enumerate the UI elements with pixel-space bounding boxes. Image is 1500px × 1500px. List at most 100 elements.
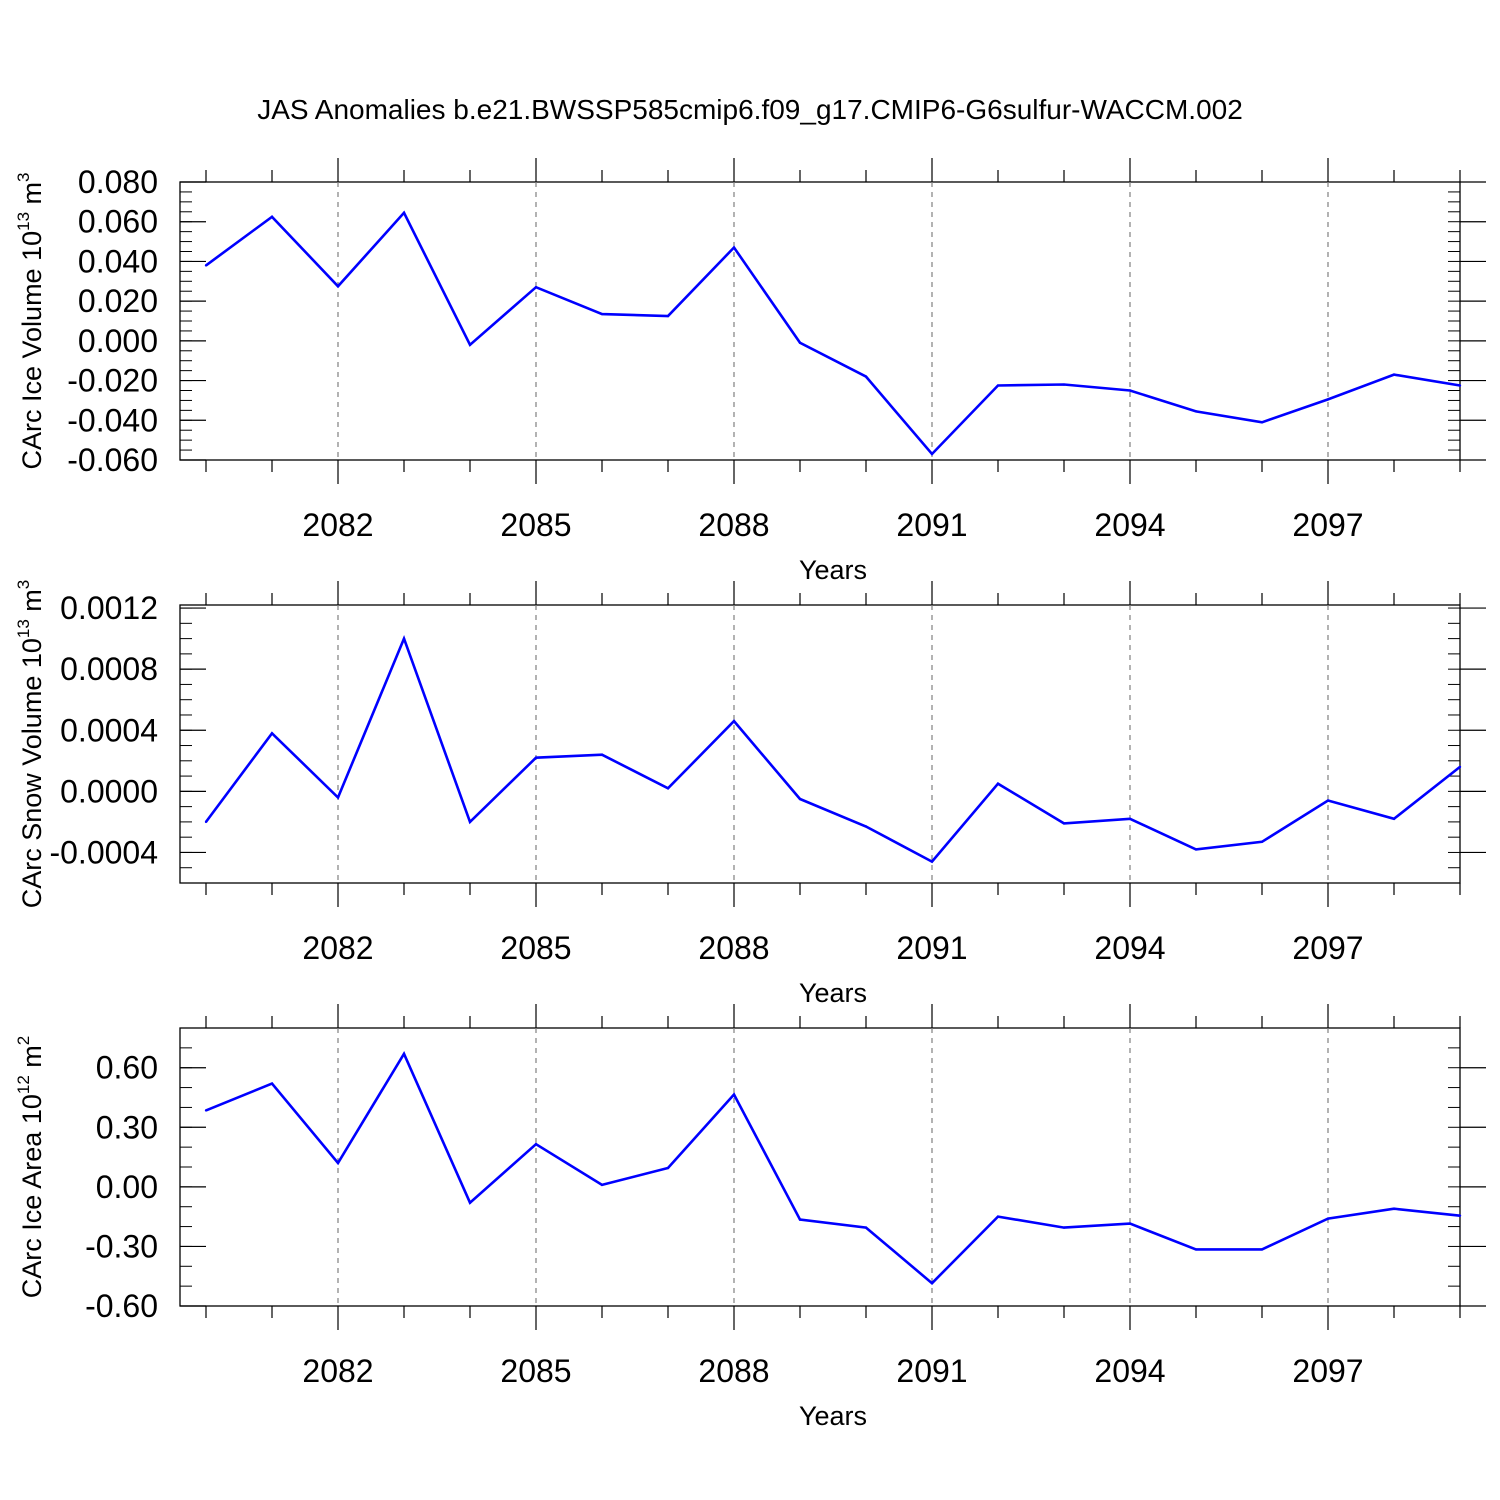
x-tick-label: 2085	[500, 1353, 571, 1389]
data-point	[864, 825, 868, 828]
data-point	[1458, 384, 1462, 387]
data-point	[534, 756, 538, 759]
x-tick-label: 2091	[896, 930, 967, 966]
data-point	[204, 1109, 208, 1112]
y-axis-label-superscript: 2	[14, 1036, 33, 1045]
data-point	[468, 820, 472, 824]
y-axis-label-part: CArc Ice Area 10	[17, 1094, 47, 1298]
y-axis-label: CArc Ice Area 1012 m2	[14, 1036, 47, 1299]
x-tick-label: 2097	[1292, 930, 1363, 966]
y-tick-label: 0.060	[78, 204, 158, 240]
data-point	[1128, 1222, 1132, 1225]
data-point	[798, 797, 802, 801]
series-line	[205, 1050, 1461, 1285]
y-axis-label: CArc Snow Volume 1013 m3	[14, 580, 47, 909]
x-tick-label: 2088	[698, 507, 769, 543]
plot-frame	[179, 604, 1461, 884]
data-point	[732, 1093, 736, 1096]
y-tick-label: 0.30	[96, 1109, 158, 1145]
data-point	[1326, 398, 1330, 401]
y-axis-label-part: CArc Ice Volume 10	[17, 231, 47, 470]
data-point	[666, 314, 670, 318]
chart-title: JAS Anomalies b.e21.BWSSP585cmip6.f09_g1…	[257, 94, 1243, 125]
data-point	[1458, 765, 1462, 769]
x-tick-label: 2088	[698, 930, 769, 966]
x-tick-label: 2085	[500, 930, 571, 966]
data-point	[996, 384, 1000, 387]
data-point	[1194, 848, 1198, 851]
y-axis-label: CArc Ice Volume 1013 m3	[14, 172, 47, 469]
data-point	[270, 732, 274, 735]
y-axis-label-superscript: 3	[14, 580, 33, 589]
data-point	[402, 1052, 406, 1056]
data-point	[270, 1082, 274, 1085]
y-tick-label: -0.60	[85, 1288, 158, 1324]
y-tick-label: -0.020	[67, 363, 158, 399]
data-point	[1326, 799, 1330, 802]
x-axis-label: Years	[799, 555, 867, 585]
data-point	[666, 787, 670, 790]
panel-2: 0.0012 0.0008 0.0004 0.0000 -0.0004 2082 2085 2…	[14, 580, 1486, 1008]
data-point	[402, 211, 406, 214]
data-point	[270, 215, 274, 218]
data-point	[1194, 1248, 1198, 1251]
x-tick-label: 2085	[500, 507, 571, 543]
y-axis-label-superscript: 3	[14, 172, 33, 181]
y-axis-label-part: m	[17, 589, 47, 619]
x-tick-label: 2094	[1094, 930, 1165, 966]
data-point	[1128, 817, 1132, 821]
y-tick-label: -0.30	[85, 1228, 158, 1264]
x-axis-label: Years	[799, 1401, 867, 1431]
data-point	[666, 1166, 670, 1170]
data-point	[1062, 822, 1066, 825]
x-tick-label: 2082	[302, 1353, 373, 1389]
x-tick-label: 2091	[896, 507, 967, 543]
data-point	[534, 1142, 538, 1146]
data-point	[1392, 373, 1396, 376]
x-tick-label: 2097	[1292, 1353, 1363, 1389]
x-tick-label: 2082	[302, 507, 373, 543]
y-tick-label: 0.0004	[60, 712, 158, 748]
x-tick-label: 2088	[698, 1353, 769, 1389]
data-point	[1326, 1217, 1330, 1220]
data-point	[468, 1201, 472, 1204]
y-axis-label-part: m	[17, 1045, 47, 1075]
data-point	[732, 719, 736, 723]
y-tick-label: 0.000	[78, 323, 158, 359]
data-point	[1260, 1248, 1264, 1251]
x-tick-label: 2091	[896, 1353, 967, 1389]
data-point	[864, 375, 868, 378]
data-point	[1260, 840, 1264, 843]
x-axis-label: Years	[799, 978, 867, 1008]
data-point	[1458, 1214, 1462, 1217]
panel-3: 0.60 0.30 0.00 -0.30 -0.60 2082 2085 2088 2091 20…	[14, 1004, 1486, 1431]
data-point	[336, 285, 340, 288]
data-point	[930, 452, 934, 456]
x-tick-label: 2097	[1292, 507, 1363, 543]
y-tick-label: 0.0012	[60, 590, 158, 626]
y-axis-label-superscript: 12	[14, 1075, 33, 1094]
data-point	[1062, 1226, 1066, 1229]
y-tick-label: 0.020	[78, 283, 158, 319]
y-tick-label: 0.0008	[60, 651, 158, 687]
data-point	[534, 286, 538, 289]
y-axis-label-part: m	[17, 182, 47, 212]
data-point	[1260, 421, 1264, 424]
data-point	[798, 1218, 802, 1221]
x-tick-label: 2094	[1094, 1353, 1165, 1389]
data-point	[600, 1183, 604, 1187]
y-axis-label-part: CArc Snow Volume 10	[17, 638, 47, 908]
y-tick-label: 0.0000	[60, 773, 158, 809]
series-line	[204, 635, 1461, 864]
data-point	[600, 753, 604, 756]
data-point	[204, 820, 208, 824]
x-tick-label: 2082	[302, 930, 373, 966]
y-tick-label: -0.0004	[49, 834, 158, 870]
y-tick-label: 0.080	[78, 164, 158, 200]
data-point	[930, 860, 934, 863]
data-point	[1392, 1207, 1396, 1210]
data-point	[336, 796, 340, 799]
